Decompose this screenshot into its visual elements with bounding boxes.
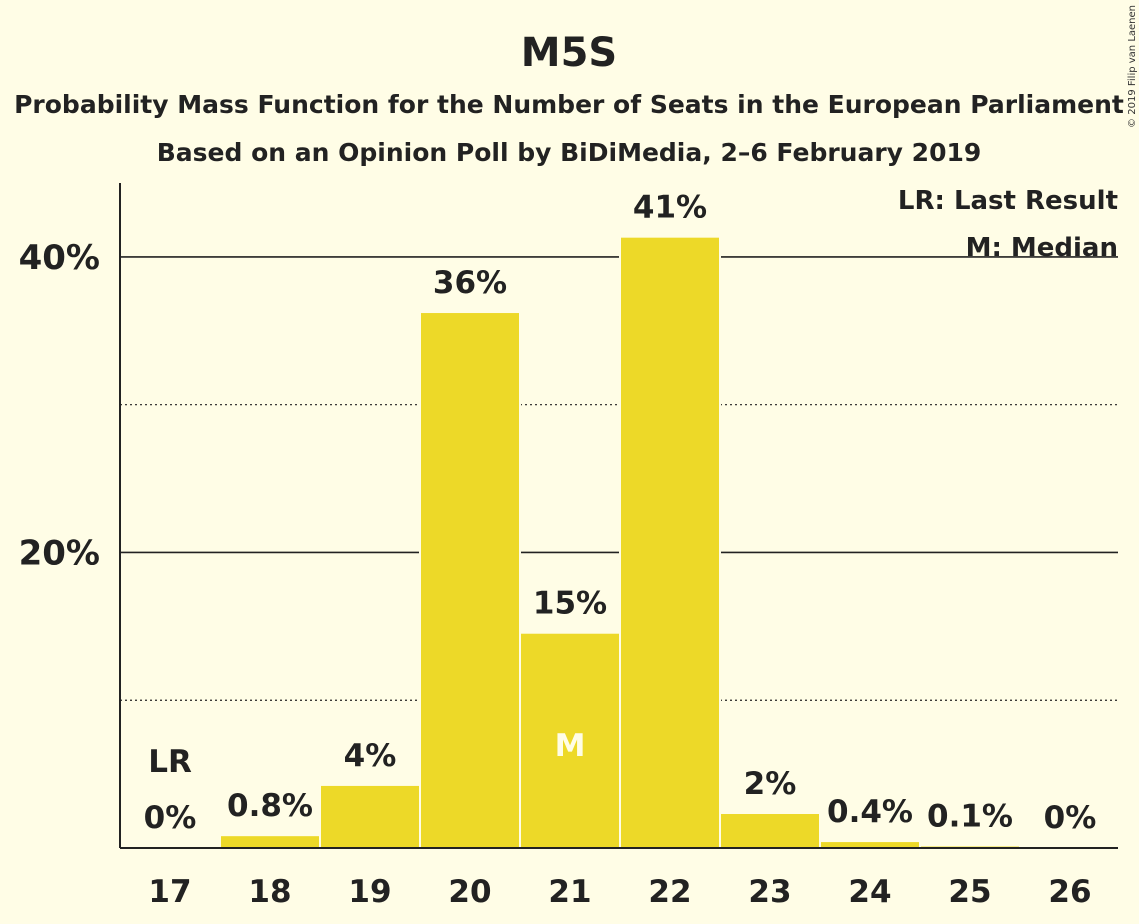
bar-19 xyxy=(321,785,419,848)
data-label-17: 0% xyxy=(144,800,197,836)
y-tick-label-20: 20% xyxy=(19,533,100,573)
chart-subtitle-line-2: Based on an Opinion Poll by BiDiMedia, 2… xyxy=(157,138,982,167)
x-tick-label-20: 20 xyxy=(448,874,491,910)
data-label-19: 4% xyxy=(344,738,397,774)
x-tick-label-19: 19 xyxy=(348,874,391,910)
x-tick-label-21: 21 xyxy=(548,874,591,910)
bars xyxy=(219,235,1021,848)
x-tick-label-23: 23 xyxy=(748,874,791,910)
data-label-25: 0.1% xyxy=(927,799,1013,835)
legend-last-result: LR: Last Result xyxy=(898,186,1118,216)
bar-22 xyxy=(621,237,719,848)
data-label-24: 0.4% xyxy=(827,794,913,830)
x-tick-label-17: 17 xyxy=(148,874,191,910)
bar-23 xyxy=(721,814,819,848)
data-label-20: 36% xyxy=(433,265,507,301)
bar-halo-25 xyxy=(919,844,1021,848)
legend-median: M: Median xyxy=(966,233,1118,263)
data-label-23: 2% xyxy=(744,766,797,802)
median-marker: M xyxy=(555,728,586,764)
chart-title: M5S xyxy=(521,30,617,76)
data-labels: 0% LR 0.8% 4% 36% 15% M 41% 2% 0.4% 0.1% 0% xyxy=(144,190,1097,836)
bar-20 xyxy=(421,313,519,848)
data-label-18: 0.8% xyxy=(227,788,313,824)
y-tick-label-40: 40% xyxy=(19,238,100,278)
bar-18 xyxy=(221,836,319,848)
bar-24 xyxy=(821,842,919,848)
x-tick-label-18: 18 xyxy=(248,874,291,910)
x-tick-label-25: 25 xyxy=(948,874,991,910)
data-label-26: 0% xyxy=(1044,800,1097,836)
legend: LR: Last Result M: Median xyxy=(898,186,1118,263)
data-label-22: 41% xyxy=(633,190,707,226)
axes: 17 18 19 20 21 22 23 24 25 26 20% 40% xyxy=(19,183,1118,910)
data-label-21: 15% xyxy=(533,586,607,622)
last-result-marker: LR xyxy=(148,744,192,780)
chart-subtitle-line-1: Probability Mass Function for the Number… xyxy=(14,90,1124,119)
x-tick-label-26: 26 xyxy=(1048,874,1091,910)
x-tick-label-22: 22 xyxy=(648,874,691,910)
x-tick-label-24: 24 xyxy=(848,874,891,910)
copyright-notice: © 2019 Filip van Laenen xyxy=(1127,5,1138,128)
bar-21 xyxy=(521,633,619,848)
